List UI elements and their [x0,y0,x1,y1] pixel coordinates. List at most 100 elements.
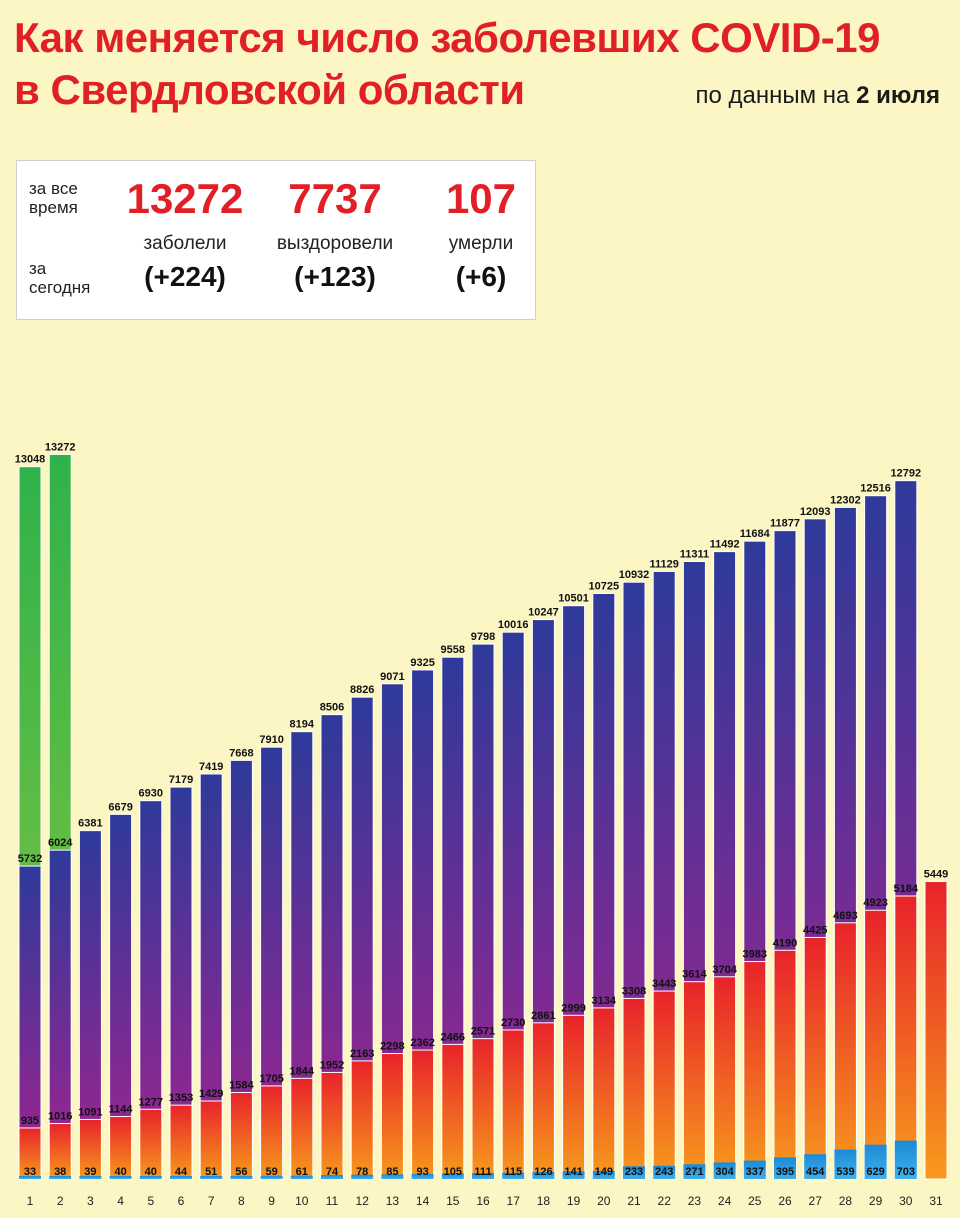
bar-recovered [833,922,857,1180]
x-tick-label: 25 [748,1194,762,1208]
label-infected: 11684 [740,528,771,540]
label-deaths: 44 [175,1166,188,1178]
label-recovered: 1952 [320,1059,344,1071]
label-recovered: 3308 [622,985,646,997]
bar-recovered [441,1043,465,1180]
label-total-line-1: за все [29,179,78,198]
bar-deaths [864,1144,887,1179]
label-deaths: 271 [685,1166,703,1178]
x-tick-label: 17 [507,1194,521,1208]
bar-deaths [532,1172,555,1179]
label-recovered: 3443 [652,978,676,990]
bar-recovered [380,1053,404,1180]
label-infected: 11492 [710,539,740,551]
bar-deaths [592,1170,615,1179]
x-tick-label: 7 [208,1194,215,1208]
label-infected: 8826 [350,684,374,696]
label-total-highlight: 13048 [15,454,46,466]
label-recovered: 5184 [894,883,919,895]
label-deaths: 59 [265,1166,277,1178]
label-infected: 6930 [139,788,163,800]
bar-recovered [713,976,737,1180]
label-infected: 11311 [680,549,709,561]
label-deaths: 454 [806,1166,825,1178]
label-recovered: 2861 [531,1010,555,1022]
bar-deaths [79,1176,102,1179]
label-recovered: 2466 [441,1031,465,1043]
label-infected: 6381 [78,818,102,830]
label-recovered: 935 [21,1115,39,1127]
label-infected: 12792 [891,468,922,480]
label-deaths: 51 [205,1166,217,1178]
bar-recovered [622,997,646,1180]
label-infected: 7910 [259,734,283,746]
bar-recovered [803,936,827,1180]
label-infected: 9325 [410,657,434,669]
x-tick-label: 10 [295,1194,309,1208]
stat-delta-deaths: (+6) [455,261,507,292]
label-deaths: 141 [564,1166,582,1178]
bar-recovered [320,1071,344,1180]
x-tick-label: 11 [326,1194,339,1208]
bar-deaths [290,1175,313,1179]
label-infected: 6024 [48,837,73,849]
bar-recovered [682,981,706,1180]
label-recovered: 2362 [410,1037,434,1049]
x-tick-label: 24 [718,1194,732,1208]
bar-deaths [713,1162,736,1179]
label-today-line-1: за [29,259,47,278]
label-recovered: 4425 [803,924,827,936]
x-tick-label: 29 [869,1194,883,1208]
title-line-1: Как меняется число заболевших COVID-19 [14,14,880,61]
x-tick-label: 1 [27,1194,34,1208]
label-today-line-2: сегодня [29,278,91,297]
bar-deaths [139,1176,162,1179]
label-infected: 7179 [169,774,193,786]
x-tick-label: 5 [147,1194,154,1208]
stat-value-recovered: 7737 [288,175,382,222]
x-tick-label: 8 [238,1194,245,1208]
label-infected: 9071 [380,671,404,683]
covid-bar-chart: 1304857329353311327260241016382638110913… [15,441,949,1208]
label-deaths: 115 [504,1166,522,1178]
label-deaths: 539 [836,1166,854,1178]
subtitle: по данным на 2 июля [696,82,940,110]
x-tick-label: 31 [929,1194,943,1208]
label-infected: 11129 [650,558,679,570]
label-recovered: 2730 [501,1017,525,1029]
label-deaths: 38 [54,1166,66,1178]
label-recovered: 1144 [109,1104,134,1116]
label-deaths: 243 [655,1166,673,1178]
bar-deaths [321,1174,343,1179]
x-tick-label: 20 [597,1194,611,1208]
page-title: Как меняется число заболевших COVID-19 в… [14,12,880,116]
x-tick-label: 16 [476,1194,490,1208]
x-tick-label: 3 [87,1194,94,1208]
bar-recovered [924,881,948,1180]
label-recovered: 2571 [471,1026,495,1038]
label-deaths: 105 [444,1166,462,1178]
bar-recovered [592,1007,616,1180]
bar-recovered [773,949,797,1180]
label-recovered: 1584 [229,1080,254,1092]
bar-recovered [562,1014,586,1180]
x-tick-label: 13 [386,1194,400,1208]
label-deaths: 78 [356,1166,368,1178]
bar-recovered [864,909,888,1180]
x-tick-label: 28 [839,1194,853,1208]
label-infected: 10932 [619,569,650,581]
label-recovered: 1091 [78,1106,102,1118]
label-recovered: 1353 [169,1092,193,1104]
label-deaths: 111 [474,1166,491,1178]
bar-deaths [472,1172,494,1179]
label-recovered: 2298 [380,1041,404,1053]
bar-deaths [230,1175,253,1179]
label-deaths: 33 [24,1166,36,1178]
label-deaths: 233 [625,1166,643,1178]
label-deaths: 61 [296,1166,308,1178]
label-infected: 7419 [199,761,223,773]
label-deaths: 395 [776,1166,794,1178]
subtitle-date: 2 июля [856,82,940,109]
bar-deaths [894,1140,917,1179]
label-deaths: 40 [114,1166,126,1178]
